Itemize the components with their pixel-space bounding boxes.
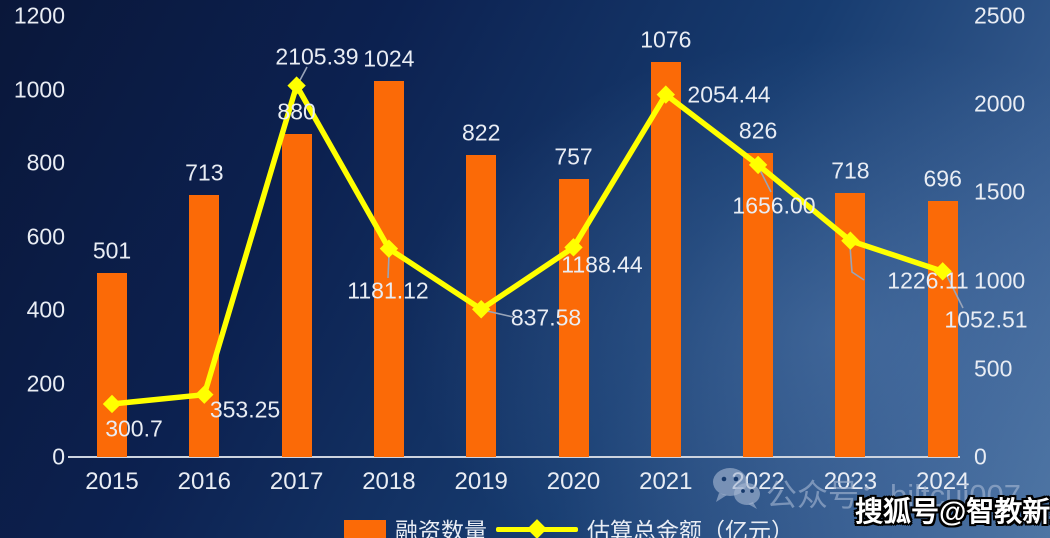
legend-line-swatch-icon xyxy=(496,519,578,538)
bar-2021 xyxy=(650,61,681,457)
y-axis-right-tick: 1500 xyxy=(974,178,1026,205)
bar-value-label: 822 xyxy=(462,119,501,146)
legend-bar-swatch-icon xyxy=(344,520,386,538)
diamond-marker-icon xyxy=(527,519,547,538)
bar-value-label: 826 xyxy=(738,117,778,144)
legend-bar-label: 融资数量 xyxy=(395,518,487,538)
wechat-watermark-text: 公众号：biltcui007 xyxy=(766,477,1021,513)
legend-line-label: 估算总金额（亿元） xyxy=(587,518,794,538)
bar-value-label: 501 xyxy=(92,237,132,264)
label-leader-line xyxy=(486,310,514,318)
diamond-marker-icon xyxy=(933,262,952,281)
diamond-marker-icon xyxy=(195,385,214,404)
line-point-label: 837.58 xyxy=(510,304,582,331)
y-axis-left-tick: 800 xyxy=(26,149,65,176)
bar-value-label: 696 xyxy=(923,165,962,192)
bar-value-label: 880 xyxy=(277,98,316,125)
y-axis-right-tick: 1000 xyxy=(974,267,1026,294)
bar-2020 xyxy=(558,178,589,457)
y-axis-right-tick: 0 xyxy=(974,443,987,470)
bar-value-label: 1076 xyxy=(640,26,692,53)
line-point-label: 1656.00 xyxy=(732,192,816,219)
y-axis-left-tick: 0 xyxy=(52,443,65,470)
bar-2016 xyxy=(189,194,220,457)
x-axis-line xyxy=(68,456,960,458)
y-axis-right-tick: 500 xyxy=(974,355,1013,382)
y-axis-right-tick: 2500 xyxy=(974,2,1026,29)
line-point-label: 2054.44 xyxy=(687,81,771,108)
diamond-marker-icon xyxy=(841,231,860,250)
bar-value-label: 713 xyxy=(185,159,224,186)
diamond-marker-icon xyxy=(564,238,583,257)
line-point-label: 1188.44 xyxy=(561,251,643,278)
label-leader-line xyxy=(849,245,865,281)
y-axis-left-tick: 600 xyxy=(26,223,65,249)
line-point-label: 2105.39 xyxy=(275,43,359,70)
bar-2022 xyxy=(743,153,774,457)
x-axis-year-label: 2020 xyxy=(546,468,601,495)
legend: 融资数量 估算总金额（亿元） xyxy=(344,512,794,538)
diamond-marker-icon xyxy=(472,300,491,319)
line-point-label: 1181.12 xyxy=(347,277,429,304)
wechat-watermark: 公众号：biltcui007 xyxy=(710,466,1021,518)
label-leader-line xyxy=(387,253,390,279)
estimated-amount-line xyxy=(109,82,946,407)
label-leader-line xyxy=(298,66,308,83)
x-axis-year-label: 2018 xyxy=(362,468,416,495)
diamond-marker-icon xyxy=(102,394,122,414)
y-axis-left-tick: 1000 xyxy=(13,76,65,102)
diamond-marker-icon xyxy=(287,76,306,95)
diamond-marker-icon xyxy=(656,85,675,104)
label-leader-line xyxy=(946,275,964,309)
line-point-label: 1226.11 xyxy=(887,267,969,294)
label-leader-line xyxy=(759,169,772,193)
x-axis-year-label: 2017 xyxy=(269,468,324,495)
diamond-marker-icon xyxy=(748,155,768,175)
x-axis-year-label: 2015 xyxy=(85,468,139,495)
y-axis-right-tick: 2000 xyxy=(974,90,1026,117)
bar-2017 xyxy=(281,133,312,457)
y-axis-left-tick: 200 xyxy=(26,370,65,396)
x-axis-year-label: 2021 xyxy=(639,468,693,495)
sohu-watermark: 搜狐号@智教新媒 xyxy=(855,496,1050,527)
wechat-icon xyxy=(710,466,762,518)
x-axis-year-label: 2019 xyxy=(454,468,508,495)
y-axis-left-tick: 400 xyxy=(26,296,65,323)
line-point-label: 300.7 xyxy=(105,415,163,442)
y-axis-left-tick: 1200 xyxy=(13,2,65,29)
line-point-label: 1052.51 xyxy=(944,306,1028,333)
x-axis-year-label: 2024 xyxy=(915,468,970,495)
diamond-marker-icon xyxy=(379,239,399,258)
bar-value-label: 718 xyxy=(831,157,870,184)
bar-value-label: 1024 xyxy=(363,45,415,72)
x-axis-year-label: 2023 xyxy=(823,468,878,495)
x-axis-year-label: 2016 xyxy=(177,468,231,495)
line-point-label: 353.25 xyxy=(209,396,281,423)
bar-2024 xyxy=(927,201,958,457)
bar-value-label: 757 xyxy=(554,143,593,170)
bar-2015 xyxy=(97,272,127,457)
